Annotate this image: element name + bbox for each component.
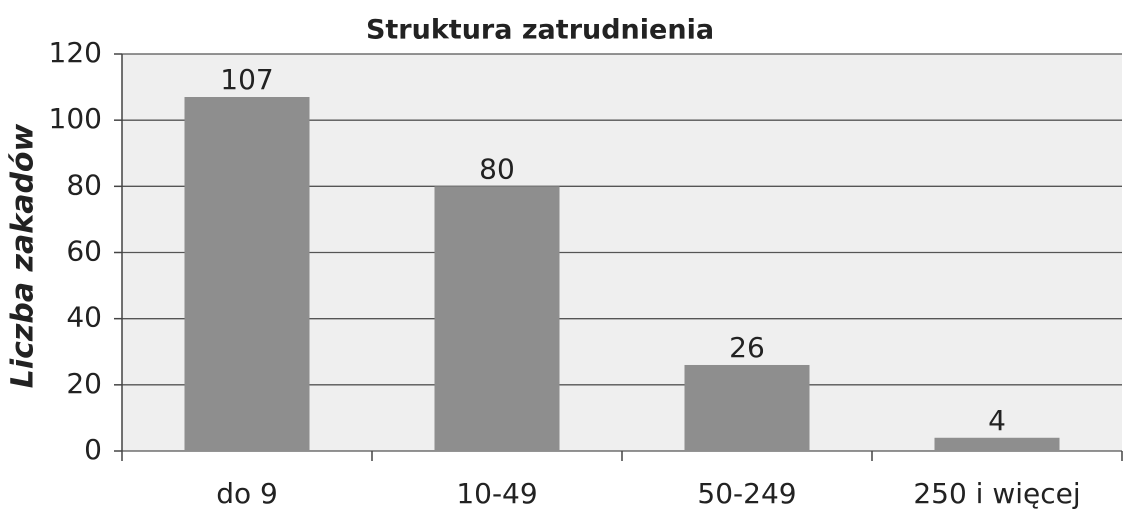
bar	[684, 364, 810, 451]
data-label: 4	[988, 404, 1006, 437]
y-tick-label: 20	[66, 367, 102, 400]
bar	[934, 437, 1060, 451]
y-tick-label: 80	[66, 168, 102, 201]
bar	[184, 97, 310, 451]
data-label: 26	[729, 331, 765, 364]
x-tick-label: 10-49	[456, 477, 537, 510]
bar	[434, 186, 560, 452]
x-tick-label: do 9	[216, 477, 278, 510]
y-tick-label: 0	[84, 433, 102, 466]
y-tick-label: 60	[66, 235, 102, 268]
y-tick-label: 40	[66, 301, 102, 334]
y-tick-label: 120	[49, 36, 102, 69]
data-label: 80	[479, 152, 515, 185]
chart-title: Struktura zatrudnienia	[366, 15, 714, 46]
data-label: 107	[220, 63, 273, 96]
y-axis-label: Liczba zakadów	[6, 123, 41, 388]
x-tick-label: 250 i więcej	[913, 477, 1080, 510]
x-tick-label: 50-249	[697, 477, 796, 510]
y-tick-label: 100	[49, 102, 102, 135]
